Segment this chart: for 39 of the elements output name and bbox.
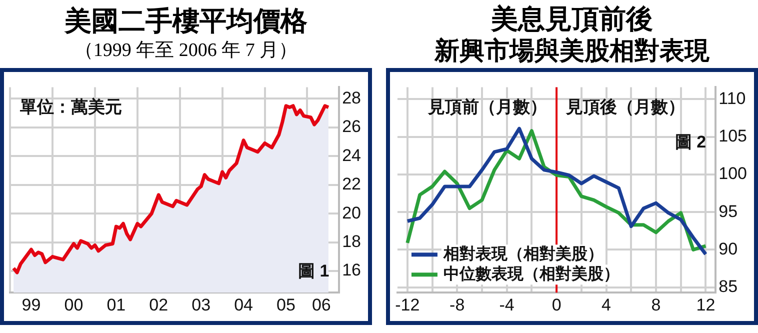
annotation: 見頂前（月數）: [427, 97, 548, 116]
chart-title: 美國二手樓平均價格: [63, 5, 308, 38]
annotation: 圖 1: [298, 262, 330, 281]
chart-subtitle: （1999 年至 2006 年 7 月）: [73, 39, 299, 63]
y-tick-label: 85: [718, 277, 738, 296]
x-tick-label: 4: [602, 295, 611, 314]
y-tick-label: 90: [718, 239, 738, 258]
y-tick-label: 24: [342, 146, 362, 165]
y-tick-label: 16: [342, 260, 362, 280]
legend-label: 中位數表現（相對美股）: [443, 264, 620, 284]
y-tick-label: 22: [342, 174, 362, 194]
y-tick-label: 28: [342, 88, 362, 108]
y-tick-label: 95: [718, 202, 738, 221]
x-tick-label: -8: [450, 295, 465, 314]
x-tick-label: 03: [192, 295, 211, 314]
chart-subtitle: 新興市場與美股相對表現: [433, 36, 710, 66]
annotation: 見頂後（月數）: [565, 97, 686, 116]
y-tick-label: 26: [342, 117, 362, 136]
x-tick-label: 06: [312, 295, 331, 314]
y-tick-label: 100: [718, 164, 748, 184]
x-tick-label: 02: [149, 295, 168, 314]
y-tick-label: 18: [342, 232, 362, 252]
x-tick-label: 01: [106, 295, 126, 314]
chart-title: 美息見頂前後: [490, 2, 654, 36]
x-tick-label: 00: [64, 295, 84, 314]
y-tick-label: 110: [718, 88, 746, 108]
legend-label: 相對表現（相對美股）: [442, 244, 604, 264]
x-tick-label: 04: [234, 295, 254, 314]
annotation: 單位：萬美元: [18, 97, 122, 116]
x-tick-label: -4: [499, 295, 514, 314]
y-tick-label: 20: [342, 203, 362, 222]
x-tick-label: 12: [696, 295, 716, 314]
x-tick-label: 05: [276, 295, 296, 314]
annotation: 圖 2: [674, 132, 706, 152]
x-tick-label: 99: [22, 295, 41, 314]
x-tick-label: 8: [651, 295, 661, 314]
y-tick-label: 105: [718, 126, 748, 146]
x-tick-label: 0: [552, 295, 562, 314]
x-tick-label: -12: [395, 295, 420, 314]
